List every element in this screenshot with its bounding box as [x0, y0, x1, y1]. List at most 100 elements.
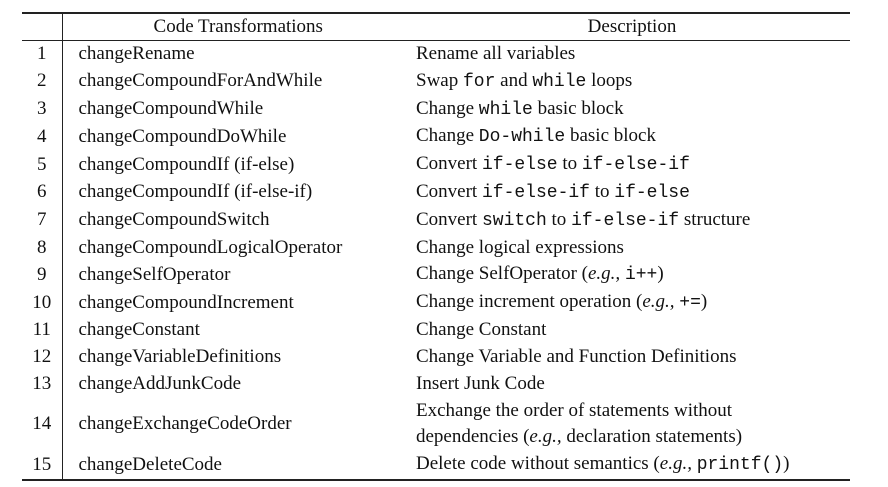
description-text: Change SelfOperator ( [416, 263, 588, 285]
header-description: Description [587, 16, 677, 37]
table-row: 5 changeCompoundIf (if-else) Convert if-el… [22, 151, 850, 179]
description-text: Change logical expressions [416, 236, 624, 258]
description-text: declaration statements) [561, 426, 743, 448]
transformation-name: changeCompoundWhile [78, 98, 264, 120]
transformation-name: changeCompoundLogicalOperator [78, 236, 343, 258]
description-text: dependencies ( [416, 426, 530, 448]
code-token: Do-while [478, 127, 566, 148]
table-row: 13 changeAddJunkCode Insert Junk Code [22, 370, 850, 398]
transformation-name: changeConstant [78, 318, 200, 340]
code-token: switch [481, 210, 547, 231]
row-index: 7 [22, 206, 63, 235]
transformation-name: changeCompoundDoWhile [78, 125, 287, 147]
transformation-name: changeAddJunkCode [78, 372, 242, 394]
table-row: 7 changeCompoundSwitch Convert switch to i… [22, 206, 850, 235]
description-text: to [590, 180, 615, 202]
emphasis-text: e.g., [529, 426, 562, 448]
table-row: 15 changeDeleteCode Delete code without se… [22, 451, 850, 481]
row-index: 11 [22, 316, 63, 344]
description-text: Exchange the order of statements without [416, 400, 733, 422]
transformations-table-container: Code Transformations Description 1 change… [22, 12, 850, 481]
transformation-description: Change SelfOperator (e.g., i++) [414, 261, 850, 289]
code-token: while [478, 99, 533, 120]
row-index: 12 [22, 343, 63, 371]
transformation-description: Convert switch to if-else-if structure [414, 207, 850, 235]
transformation-description: Exchange the order of statements without… [414, 397, 850, 451]
header-index [22, 13, 63, 41]
row-index: 8 [22, 234, 63, 262]
description-text: ) [657, 263, 664, 285]
description-text: Convert [416, 208, 482, 230]
transformation-description: Change while basic block [414, 96, 850, 124]
code-token: if-else [481, 155, 558, 176]
transformation-name: changeExchangeCodeOrder [78, 413, 292, 435]
transformation-description: Rename all variables [414, 41, 850, 68]
description-text: Change increment operation ( [416, 291, 643, 313]
transformation-name: changeCompoundIf (if-else-if) [78, 181, 313, 203]
header-row: Code Transformations Description [22, 13, 850, 41]
transformation-description: Change logical expressions [414, 235, 850, 262]
description-text: basic block [532, 97, 624, 119]
row-index: 15 [22, 451, 63, 481]
transformation-name: changeCompoundIncrement [78, 291, 294, 313]
table-row: 8 changeCompoundLogicalOperator Change log… [22, 234, 850, 262]
code-token: += [679, 293, 701, 314]
code-token: if-else [614, 182, 690, 203]
transformation-description: Insert Junk Code [414, 371, 850, 398]
transformation-description: Convert if-else-if to if-else [414, 179, 850, 207]
description-text: basic block [565, 125, 656, 147]
code-token: i++ [624, 265, 658, 286]
description-text: to [557, 153, 582, 175]
emphasis-text: e.g., [588, 263, 621, 285]
table-row: 4 changeCompoundDoWhile Change Do-while ba… [22, 123, 850, 152]
code-token: printf() [696, 455, 784, 476]
table-row: 1 changeRename Rename all variables [22, 40, 850, 68]
description-text: ) [700, 291, 708, 313]
table-row: 6 changeCompoundIf (if-else-if) Convert if… [22, 178, 850, 207]
row-index: 14 [22, 397, 63, 452]
table-row: 11 changeConstant Change Constant [22, 316, 850, 344]
emphasis-text: e.g., [642, 291, 675, 313]
code-token: while [532, 71, 587, 92]
description-text: Change [416, 97, 479, 119]
row-index: 10 [22, 289, 63, 317]
transformation-description: Change Do-while basic block [414, 123, 850, 151]
transformation-description: Change Constant [414, 317, 850, 344]
row-index: 3 [22, 95, 63, 124]
description-text: structure [679, 208, 751, 230]
transformation-name: changeCompoundForAndWhile [78, 70, 323, 92]
transformation-name: changeRename [78, 43, 195, 64]
row-index: 9 [22, 261, 63, 290]
description-text: Delete code without semantics ( [416, 453, 660, 475]
header-code-transformations: Code Transformations [153, 16, 323, 37]
description-text: Convert [416, 180, 482, 202]
transformation-description: Delete code without semantics (e.g., pri… [414, 451, 850, 480]
description-text: loops [586, 69, 633, 91]
description-text: Convert [416, 153, 482, 175]
row-index: 2 [22, 67, 63, 96]
description-text: to [546, 208, 572, 230]
code-transformations-table: Code Transformations Description 1 change… [22, 12, 850, 481]
table-row: 3 changeCompoundWhile Change while basic b… [22, 95, 850, 124]
code-token: if-else-if [481, 182, 590, 203]
row-index: 13 [22, 370, 63, 398]
table-header: Code Transformations Description [22, 13, 850, 41]
description-text: Change Constant [416, 318, 547, 340]
code-token: if-else-if [571, 210, 680, 231]
row-index: 5 [22, 151, 63, 179]
description-text: Insert Junk Code [416, 372, 545, 394]
transformation-name: changeCompoundSwitch [78, 209, 270, 231]
transformation-description: Change increment operation (e.g., +=) [414, 289, 850, 317]
transformation-description: Swap for and while loops [414, 68, 850, 96]
table-row: 2 changeCompoundForAndWhile Swap for and w… [22, 67, 850, 96]
transformation-description: Convert if-else to if-else-if [414, 151, 850, 179]
emphasis-text: e.g., [659, 453, 692, 475]
transformation-name: changeDeleteCode [78, 453, 222, 475]
description-text: ) [783, 453, 790, 475]
description-text: and [495, 69, 533, 91]
row-index: 1 [22, 40, 63, 68]
row-index: 4 [22, 123, 63, 152]
description-text: Swap [416, 69, 463, 91]
code-token: for [462, 71, 496, 92]
transformation-name: changeCompoundIf (if-else) [78, 153, 295, 175]
